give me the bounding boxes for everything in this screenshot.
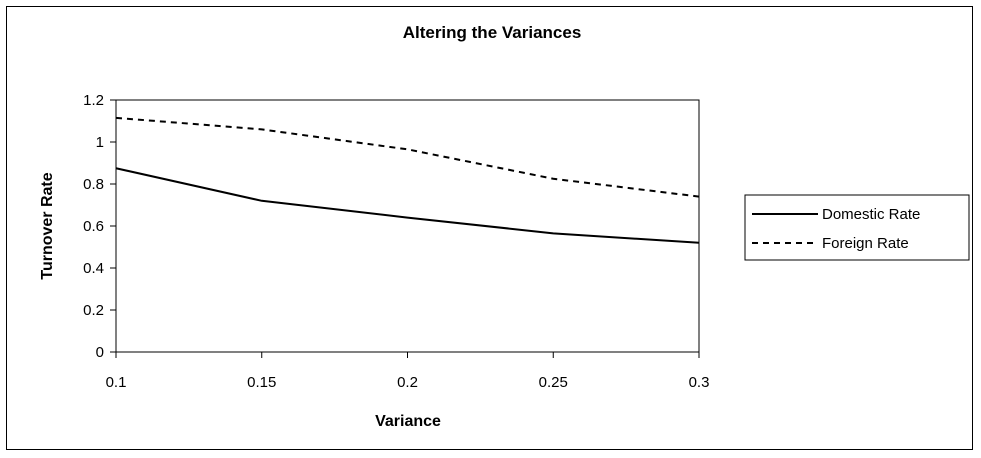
y-tick-label: 0.8 <box>83 176 104 193</box>
y-tick-label: 0 <box>96 344 104 361</box>
y-tick-label: 0.4 <box>83 260 104 277</box>
y-tick-label: 1.2 <box>83 92 104 109</box>
legend-label-foreign: Foreign Rate <box>822 235 909 252</box>
y-tick-label: 1 <box>96 134 104 151</box>
series-lines <box>115 116 700 244</box>
x-tick-label: 0.25 <box>539 374 568 391</box>
x-tick-label: 0.3 <box>689 374 710 391</box>
plot-area <box>115 99 700 353</box>
y-axis: 0 0.2 0.4 0.6 0.8 1 1.2 <box>83 92 116 361</box>
x-tick-label: 0.1 <box>106 374 127 391</box>
x-axis: 0.1 0.15 0.2 0.25 0.3 <box>106 352 710 391</box>
y-axis-label: Turnover Rate <box>39 172 56 279</box>
x-axis-label: Variance <box>375 413 441 430</box>
series-line-domestic-rate <box>115 167 700 244</box>
y-tick-label: 0.6 <box>83 218 104 235</box>
legend: Domestic Rate Foreign Rate <box>744 194 970 261</box>
y-tick-label: 0.2 <box>83 302 104 319</box>
chart-title: Altering the Variances <box>403 23 582 42</box>
x-tick-label: 0.2 <box>397 374 418 391</box>
legend-label-domestic: Domestic Rate <box>822 206 920 223</box>
legend-box <box>744 194 970 261</box>
x-tick-label: 0.15 <box>247 374 276 391</box>
